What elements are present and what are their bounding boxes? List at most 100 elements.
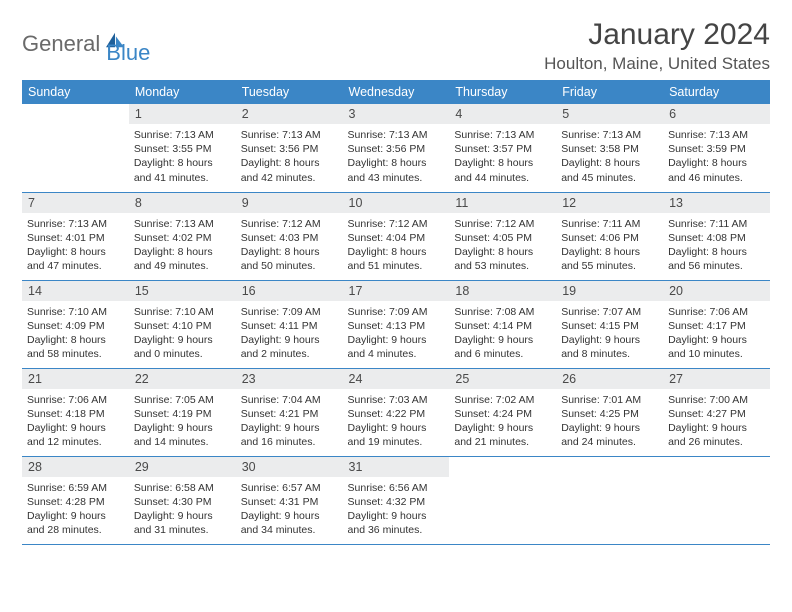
daylight-text: Daylight: 9 hours and 4 minutes.: [348, 333, 445, 361]
calendar-day-cell: 27Sunrise: 7:00 AMSunset: 4:27 PMDayligh…: [663, 368, 770, 456]
calendar-day-cell: 10Sunrise: 7:12 AMSunset: 4:04 PMDayligh…: [343, 192, 450, 280]
calendar-day-cell: 2Sunrise: 7:13 AMSunset: 3:56 PMDaylight…: [236, 104, 343, 192]
daylight-text: Daylight: 9 hours and 12 minutes.: [27, 421, 124, 449]
day-details: Sunrise: 7:09 AMSunset: 4:11 PMDaylight:…: [236, 302, 343, 367]
daylight-text: Daylight: 8 hours and 49 minutes.: [134, 245, 231, 273]
calendar-day-cell: 21Sunrise: 7:06 AMSunset: 4:18 PMDayligh…: [22, 368, 129, 456]
sunset-text: Sunset: 3:56 PM: [348, 142, 445, 156]
day-details: Sunrise: 7:10 AMSunset: 4:09 PMDaylight:…: [22, 302, 129, 367]
sunset-text: Sunset: 4:22 PM: [348, 407, 445, 421]
sunrise-text: Sunrise: 7:11 AM: [668, 217, 765, 231]
sunrise-text: Sunrise: 6:56 AM: [348, 481, 445, 495]
calendar-day-cell: 30Sunrise: 6:57 AMSunset: 4:31 PMDayligh…: [236, 456, 343, 544]
day-details: Sunrise: 7:13 AMSunset: 3:56 PMDaylight:…: [343, 125, 450, 190]
weekday-header: Thursday: [449, 80, 556, 104]
sunrise-text: Sunrise: 7:02 AM: [454, 393, 551, 407]
sunset-text: Sunset: 4:15 PM: [561, 319, 658, 333]
day-details: Sunrise: 6:59 AMSunset: 4:28 PMDaylight:…: [22, 478, 129, 543]
day-details: Sunrise: 7:12 AMSunset: 4:03 PMDaylight:…: [236, 214, 343, 279]
sunset-text: Sunset: 4:21 PM: [241, 407, 338, 421]
sunrise-text: Sunrise: 7:09 AM: [348, 305, 445, 319]
sunrise-text: Sunrise: 7:13 AM: [561, 128, 658, 142]
day-details: Sunrise: 7:11 AMSunset: 4:08 PMDaylight:…: [663, 214, 770, 279]
day-details: Sunrise: 7:04 AMSunset: 4:21 PMDaylight:…: [236, 390, 343, 455]
month-title: January 2024: [544, 18, 770, 52]
sunrise-text: Sunrise: 6:59 AM: [27, 481, 124, 495]
weekday-header: Wednesday: [343, 80, 450, 104]
day-details: Sunrise: 7:13 AMSunset: 3:58 PMDaylight:…: [556, 125, 663, 190]
calendar-week-row: 14Sunrise: 7:10 AMSunset: 4:09 PMDayligh…: [22, 280, 770, 368]
sunrise-text: Sunrise: 7:13 AM: [454, 128, 551, 142]
sunrise-text: Sunrise: 7:03 AM: [348, 393, 445, 407]
calendar-day-cell: 24Sunrise: 7:03 AMSunset: 4:22 PMDayligh…: [343, 368, 450, 456]
sunrise-text: Sunrise: 7:00 AM: [668, 393, 765, 407]
day-number: 4: [449, 104, 556, 125]
day-details: Sunrise: 7:06 AMSunset: 4:18 PMDaylight:…: [22, 390, 129, 455]
calendar-day-cell: 20Sunrise: 7:06 AMSunset: 4:17 PMDayligh…: [663, 280, 770, 368]
daylight-text: Daylight: 8 hours and 47 minutes.: [27, 245, 124, 273]
day-number: 15: [129, 281, 236, 302]
sunset-text: Sunset: 4:17 PM: [668, 319, 765, 333]
calendar-day-cell: 29Sunrise: 6:58 AMSunset: 4:30 PMDayligh…: [129, 456, 236, 544]
sunrise-text: Sunrise: 7:09 AM: [241, 305, 338, 319]
sunset-text: Sunset: 4:05 PM: [454, 231, 551, 245]
calendar-day-cell: 19Sunrise: 7:07 AMSunset: 4:15 PMDayligh…: [556, 280, 663, 368]
day-number: 2: [236, 104, 343, 125]
sunrise-text: Sunrise: 7:01 AM: [561, 393, 658, 407]
calendar-day-cell: 13Sunrise: 7:11 AMSunset: 4:08 PMDayligh…: [663, 192, 770, 280]
calendar-day-cell: 8Sunrise: 7:13 AMSunset: 4:02 PMDaylight…: [129, 192, 236, 280]
calendar-header-row: SundayMondayTuesdayWednesdayThursdayFrid…: [22, 80, 770, 104]
calendar-day-cell: 31Sunrise: 6:56 AMSunset: 4:32 PMDayligh…: [343, 456, 450, 544]
day-number: 8: [129, 193, 236, 214]
sunset-text: Sunset: 3:57 PM: [454, 142, 551, 156]
calendar-day-cell: 7Sunrise: 7:13 AMSunset: 4:01 PMDaylight…: [22, 192, 129, 280]
calendar-day-cell: 18Sunrise: 7:08 AMSunset: 4:14 PMDayligh…: [449, 280, 556, 368]
title-block: January 2024 Houlton, Maine, United Stat…: [544, 18, 770, 74]
day-number: 6: [663, 104, 770, 125]
day-details: Sunrise: 7:12 AMSunset: 4:05 PMDaylight:…: [449, 214, 556, 279]
daylight-text: Daylight: 8 hours and 44 minutes.: [454, 156, 551, 184]
sunset-text: Sunset: 4:28 PM: [27, 495, 124, 509]
day-number: 5: [556, 104, 663, 125]
day-number: 10: [343, 193, 450, 214]
day-details: Sunrise: 7:10 AMSunset: 4:10 PMDaylight:…: [129, 302, 236, 367]
day-details: Sunrise: 7:03 AMSunset: 4:22 PMDaylight:…: [343, 390, 450, 455]
sunrise-text: Sunrise: 7:12 AM: [454, 217, 551, 231]
day-number: 23: [236, 369, 343, 390]
calendar-day-cell: [663, 456, 770, 544]
day-number: 13: [663, 193, 770, 214]
calendar-day-cell: [22, 104, 129, 192]
daylight-text: Daylight: 8 hours and 55 minutes.: [561, 245, 658, 273]
daylight-text: Daylight: 9 hours and 19 minutes.: [348, 421, 445, 449]
daylight-text: Daylight: 8 hours and 42 minutes.: [241, 156, 338, 184]
sunset-text: Sunset: 4:11 PM: [241, 319, 338, 333]
day-number: 29: [129, 457, 236, 478]
sunset-text: Sunset: 4:31 PM: [241, 495, 338, 509]
sunrise-text: Sunrise: 7:06 AM: [668, 305, 765, 319]
daylight-text: Daylight: 8 hours and 45 minutes.: [561, 156, 658, 184]
day-number: 17: [343, 281, 450, 302]
sunset-text: Sunset: 4:24 PM: [454, 407, 551, 421]
day-details: Sunrise: 6:56 AMSunset: 4:32 PMDaylight:…: [343, 478, 450, 543]
sunrise-text: Sunrise: 7:10 AM: [27, 305, 124, 319]
daylight-text: Daylight: 9 hours and 6 minutes.: [454, 333, 551, 361]
day-details: Sunrise: 7:13 AMSunset: 3:56 PMDaylight:…: [236, 125, 343, 190]
daylight-text: Daylight: 9 hours and 14 minutes.: [134, 421, 231, 449]
day-number: 7: [22, 193, 129, 214]
calendar-day-cell: [556, 456, 663, 544]
sunrise-text: Sunrise: 7:08 AM: [454, 305, 551, 319]
day-number: 19: [556, 281, 663, 302]
daylight-text: Daylight: 9 hours and 28 minutes.: [27, 509, 124, 537]
day-details: Sunrise: 7:09 AMSunset: 4:13 PMDaylight:…: [343, 302, 450, 367]
sunset-text: Sunset: 4:19 PM: [134, 407, 231, 421]
calendar-day-cell: 22Sunrise: 7:05 AMSunset: 4:19 PMDayligh…: [129, 368, 236, 456]
sunrise-text: Sunrise: 7:13 AM: [27, 217, 124, 231]
daylight-text: Daylight: 9 hours and 24 minutes.: [561, 421, 658, 449]
day-number: 12: [556, 193, 663, 214]
weekday-header: Sunday: [22, 80, 129, 104]
day-number: 1: [129, 104, 236, 125]
sunrise-text: Sunrise: 7:04 AM: [241, 393, 338, 407]
day-number: 25: [449, 369, 556, 390]
daylight-text: Daylight: 9 hours and 2 minutes.: [241, 333, 338, 361]
sunset-text: Sunset: 4:06 PM: [561, 231, 658, 245]
